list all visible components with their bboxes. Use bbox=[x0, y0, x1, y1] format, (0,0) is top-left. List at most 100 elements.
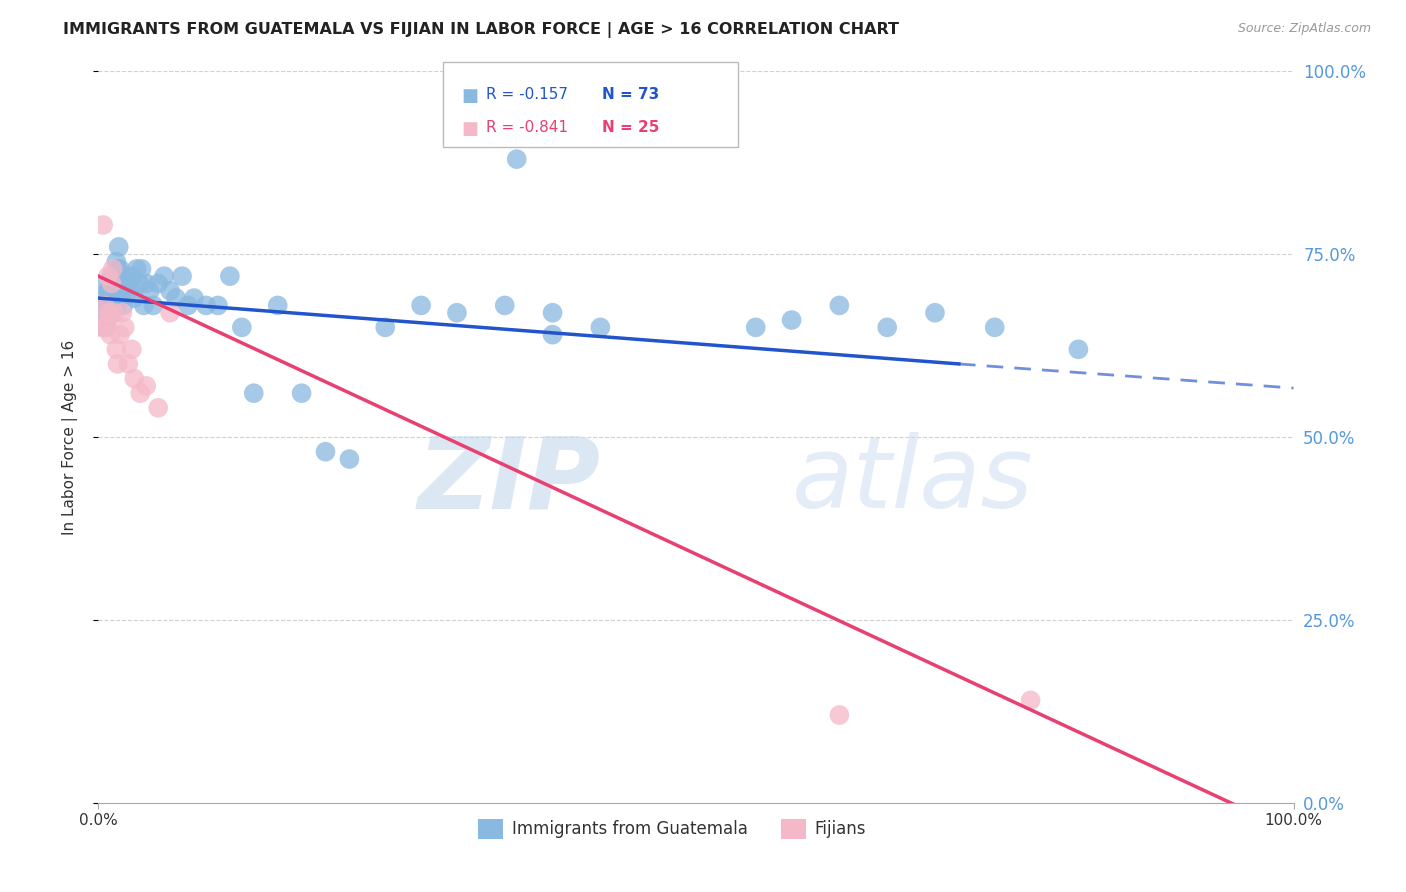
Point bbox=[132, 298, 155, 312]
Point bbox=[183, 291, 205, 305]
Text: Source: ZipAtlas.com: Source: ZipAtlas.com bbox=[1237, 22, 1371, 36]
Point bbox=[90, 320, 112, 334]
Text: IMMIGRANTS FROM GUATEMALA VS FIJIAN IN LABOR FORCE | AGE > 16 CORRELATION CHART: IMMIGRANTS FROM GUATEMALA VS FIJIAN IN L… bbox=[63, 22, 900, 38]
Point bbox=[153, 269, 176, 284]
Point bbox=[107, 240, 129, 254]
Text: N = 73: N = 73 bbox=[602, 87, 659, 103]
Point bbox=[101, 291, 124, 305]
Point bbox=[98, 284, 121, 298]
Point bbox=[374, 320, 396, 334]
Point bbox=[94, 277, 117, 291]
Point bbox=[91, 313, 114, 327]
Point bbox=[924, 306, 946, 320]
Point bbox=[108, 261, 131, 276]
Point bbox=[93, 320, 115, 334]
Point bbox=[1019, 693, 1042, 707]
Point bbox=[96, 313, 118, 327]
Point bbox=[117, 357, 139, 371]
Text: ■: ■ bbox=[461, 120, 478, 138]
Point bbox=[114, 320, 136, 334]
Point bbox=[780, 313, 803, 327]
Point bbox=[101, 261, 124, 276]
Point bbox=[125, 261, 148, 276]
Point bbox=[876, 320, 898, 334]
Point bbox=[411, 298, 433, 312]
Point bbox=[541, 327, 564, 342]
Point bbox=[103, 284, 125, 298]
Point bbox=[108, 327, 131, 342]
Point bbox=[98, 306, 121, 320]
Point bbox=[107, 261, 129, 276]
Point bbox=[112, 298, 135, 312]
Point bbox=[105, 254, 128, 268]
Point bbox=[231, 320, 253, 334]
Point bbox=[541, 306, 564, 320]
Point bbox=[103, 298, 125, 312]
Point bbox=[172, 269, 194, 284]
Point bbox=[128, 277, 150, 291]
Point bbox=[129, 386, 152, 401]
Point bbox=[142, 298, 165, 312]
Point bbox=[103, 306, 125, 320]
Point bbox=[267, 298, 290, 312]
Point bbox=[96, 298, 118, 312]
Point bbox=[165, 291, 187, 305]
Point bbox=[984, 320, 1007, 334]
Point bbox=[506, 152, 529, 166]
Point bbox=[94, 291, 117, 305]
Point bbox=[745, 320, 768, 334]
Point bbox=[94, 313, 117, 327]
Point bbox=[98, 298, 121, 312]
Point bbox=[828, 298, 851, 312]
Point bbox=[98, 298, 122, 312]
Point bbox=[96, 320, 118, 334]
Point bbox=[195, 298, 218, 312]
Point bbox=[100, 306, 122, 320]
Y-axis label: In Labor Force | Age > 16: In Labor Force | Age > 16 bbox=[62, 340, 77, 534]
Point bbox=[291, 386, 314, 401]
Point bbox=[105, 277, 128, 291]
Text: ■: ■ bbox=[461, 87, 478, 105]
Point bbox=[124, 371, 146, 385]
Point bbox=[107, 298, 129, 312]
Point bbox=[494, 298, 516, 312]
Point bbox=[104, 269, 127, 284]
Point bbox=[100, 277, 122, 291]
Point bbox=[135, 379, 157, 393]
Point bbox=[1067, 343, 1090, 357]
Point bbox=[148, 277, 170, 291]
Point bbox=[111, 306, 134, 320]
Text: ZIP: ZIP bbox=[418, 433, 600, 530]
Point bbox=[828, 708, 851, 723]
Point bbox=[98, 327, 122, 342]
Point bbox=[98, 284, 122, 298]
Point bbox=[97, 306, 120, 320]
Point bbox=[97, 269, 120, 284]
Point bbox=[100, 269, 122, 284]
Point bbox=[115, 277, 138, 291]
Point bbox=[118, 284, 141, 298]
Point bbox=[105, 343, 128, 357]
Point bbox=[339, 452, 361, 467]
Text: atlas: atlas bbox=[792, 433, 1033, 530]
Legend: Immigrants from Guatemala, Fijians: Immigrants from Guatemala, Fijians bbox=[472, 812, 872, 846]
Point bbox=[91, 218, 114, 232]
Point bbox=[148, 401, 170, 415]
Text: N = 25: N = 25 bbox=[602, 120, 659, 136]
Point bbox=[177, 298, 200, 312]
Point bbox=[110, 291, 132, 305]
Point bbox=[93, 298, 115, 312]
Point bbox=[101, 277, 124, 291]
Point bbox=[111, 284, 134, 298]
Point bbox=[107, 357, 129, 371]
Point bbox=[121, 343, 143, 357]
Point bbox=[131, 261, 153, 276]
Point bbox=[446, 306, 468, 320]
Point bbox=[124, 291, 146, 305]
Point bbox=[315, 444, 337, 458]
Point bbox=[114, 269, 136, 284]
Point bbox=[121, 269, 143, 284]
Point bbox=[243, 386, 266, 401]
Point bbox=[91, 298, 114, 312]
Point bbox=[219, 269, 242, 284]
